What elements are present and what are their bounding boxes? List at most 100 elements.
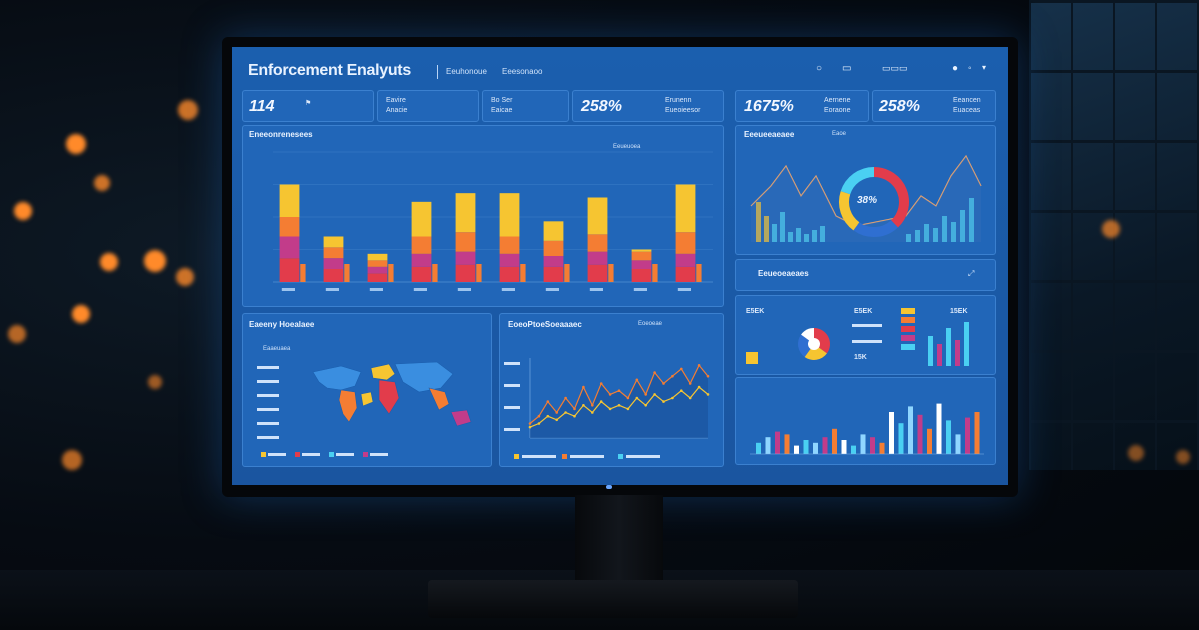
kpi-card[interactable]: 258% Erunenn Eueoieesor <box>572 90 724 122</box>
nav-link[interactable]: Eeuhonoue <box>446 67 487 76</box>
line-point <box>555 411 558 414</box>
nav-link[interactable]: Eeesonaoo <box>502 67 543 76</box>
bar-segment <box>587 234 608 252</box>
bokeh-light <box>1176 450 1190 464</box>
line-point <box>626 407 630 411</box>
bokeh-light <box>72 305 90 323</box>
bar <box>969 198 974 242</box>
bar-segment <box>499 193 520 237</box>
bar-segment <box>367 260 388 267</box>
pie-slice <box>840 167 875 195</box>
expand-icon[interactable]: ⤢ <box>968 269 975 278</box>
bar <box>937 344 942 366</box>
bar <box>942 216 947 242</box>
kpi-card[interactable]: Bo Ser Eaicae <box>482 90 569 122</box>
bar-segment <box>432 264 438 282</box>
legend-swatch <box>618 454 623 459</box>
line-point <box>591 404 594 407</box>
bar <box>860 434 866 454</box>
world-map[interactable] <box>243 314 491 466</box>
avatar[interactable]: ● <box>952 63 959 74</box>
line-point <box>680 367 683 371</box>
bar <box>796 228 801 242</box>
combo-chart-panel: Eeeueeaeaee Eaoe 38% <box>735 125 996 255</box>
label-line <box>852 340 882 343</box>
refresh-icon[interactable]: ○ <box>816 63 823 74</box>
bar <box>946 420 951 454</box>
legend-swatch <box>901 308 915 314</box>
legend-label <box>522 455 556 458</box>
stacked-bar-panel: Eneeonrenesees Eeueuoea <box>242 125 724 307</box>
power-indicator <box>606 485 612 489</box>
divider <box>437 65 438 79</box>
bar <box>946 328 951 366</box>
bar-segment <box>520 264 526 282</box>
bar-segment <box>543 256 564 267</box>
kpi-label: Aernene <box>824 97 851 104</box>
bar-segment <box>411 201 432 237</box>
kpi-card[interactable]: 258% Eeancen Euaceas <box>872 90 996 122</box>
map-label <box>257 380 279 383</box>
kpi-value: 258% <box>581 98 622 115</box>
chevron-down-icon[interactable]: ▾ <box>982 63 987 72</box>
bokeh-light <box>8 325 26 343</box>
pie-slice <box>853 220 898 237</box>
dashboard-screen: Enforcement Enalyuts Eeuhonoue Eeesonaoo… <box>232 47 1008 485</box>
bar-segment <box>323 247 344 259</box>
kpi-label: Anacie <box>386 107 408 114</box>
bar-segment <box>652 264 658 282</box>
bar-segment <box>499 253 520 267</box>
bar-segment <box>323 269 344 282</box>
line-point <box>635 396 639 400</box>
bar-segment <box>608 264 614 282</box>
map-region <box>312 365 362 391</box>
panel-title: EoeoPtoeSoeaaaec <box>508 320 582 329</box>
bar-segment <box>476 264 482 282</box>
legend-swatch <box>901 326 915 332</box>
legend-label <box>570 455 604 458</box>
legend-label <box>626 455 660 458</box>
pie-slice <box>873 167 909 228</box>
tick-label <box>504 362 520 365</box>
bokeh-light <box>148 375 162 389</box>
map-region <box>360 391 374 407</box>
bar-segment <box>587 251 608 265</box>
kpi-label: Euaceas <box>953 107 981 114</box>
bar-segment <box>499 266 520 282</box>
bar <box>955 340 960 366</box>
line-point <box>591 411 594 414</box>
settings-icon[interactable]: ◦ <box>968 63 972 74</box>
bokeh-light <box>178 100 198 120</box>
bar-segment <box>367 253 388 261</box>
legend-swatch <box>901 317 915 323</box>
line-point <box>528 425 532 429</box>
panel-title: Eneeonrenesees <box>249 130 313 139</box>
legend-label <box>302 453 320 456</box>
bar-segment <box>543 221 564 241</box>
mini-kpi: E5EK <box>746 308 765 315</box>
bar-panel <box>735 377 996 465</box>
tick-label <box>504 406 520 409</box>
tick-label <box>504 428 520 431</box>
bar-segment <box>367 273 388 282</box>
bar-segment <box>344 264 350 282</box>
tick-label <box>504 384 520 387</box>
map-label <box>257 436 279 439</box>
legend: Eaoe <box>832 131 847 137</box>
breakdown-header: Eeueoeaeaes ⤢ <box>735 259 996 291</box>
menu-icon[interactable]: ▭▭▭ <box>882 63 908 73</box>
line-point <box>599 382 603 385</box>
filter-icon[interactable]: ▭ <box>842 63 852 74</box>
kpi-card[interactable]: 1675% Aernene Eoraone <box>735 90 869 122</box>
kpi-label: Erunenn <box>665 97 692 104</box>
kpi-card[interactable]: 114 ⚑ <box>242 90 374 122</box>
map-label <box>257 408 279 411</box>
bar-segment <box>543 266 564 282</box>
bar <box>898 423 904 454</box>
bar <box>915 230 920 242</box>
line-point <box>688 382 692 385</box>
line-point <box>706 393 710 396</box>
kpi-card[interactable]: Eavire Anacie <box>377 90 479 122</box>
bar <box>851 445 856 454</box>
kpi-icon: ⚑ <box>305 100 312 107</box>
